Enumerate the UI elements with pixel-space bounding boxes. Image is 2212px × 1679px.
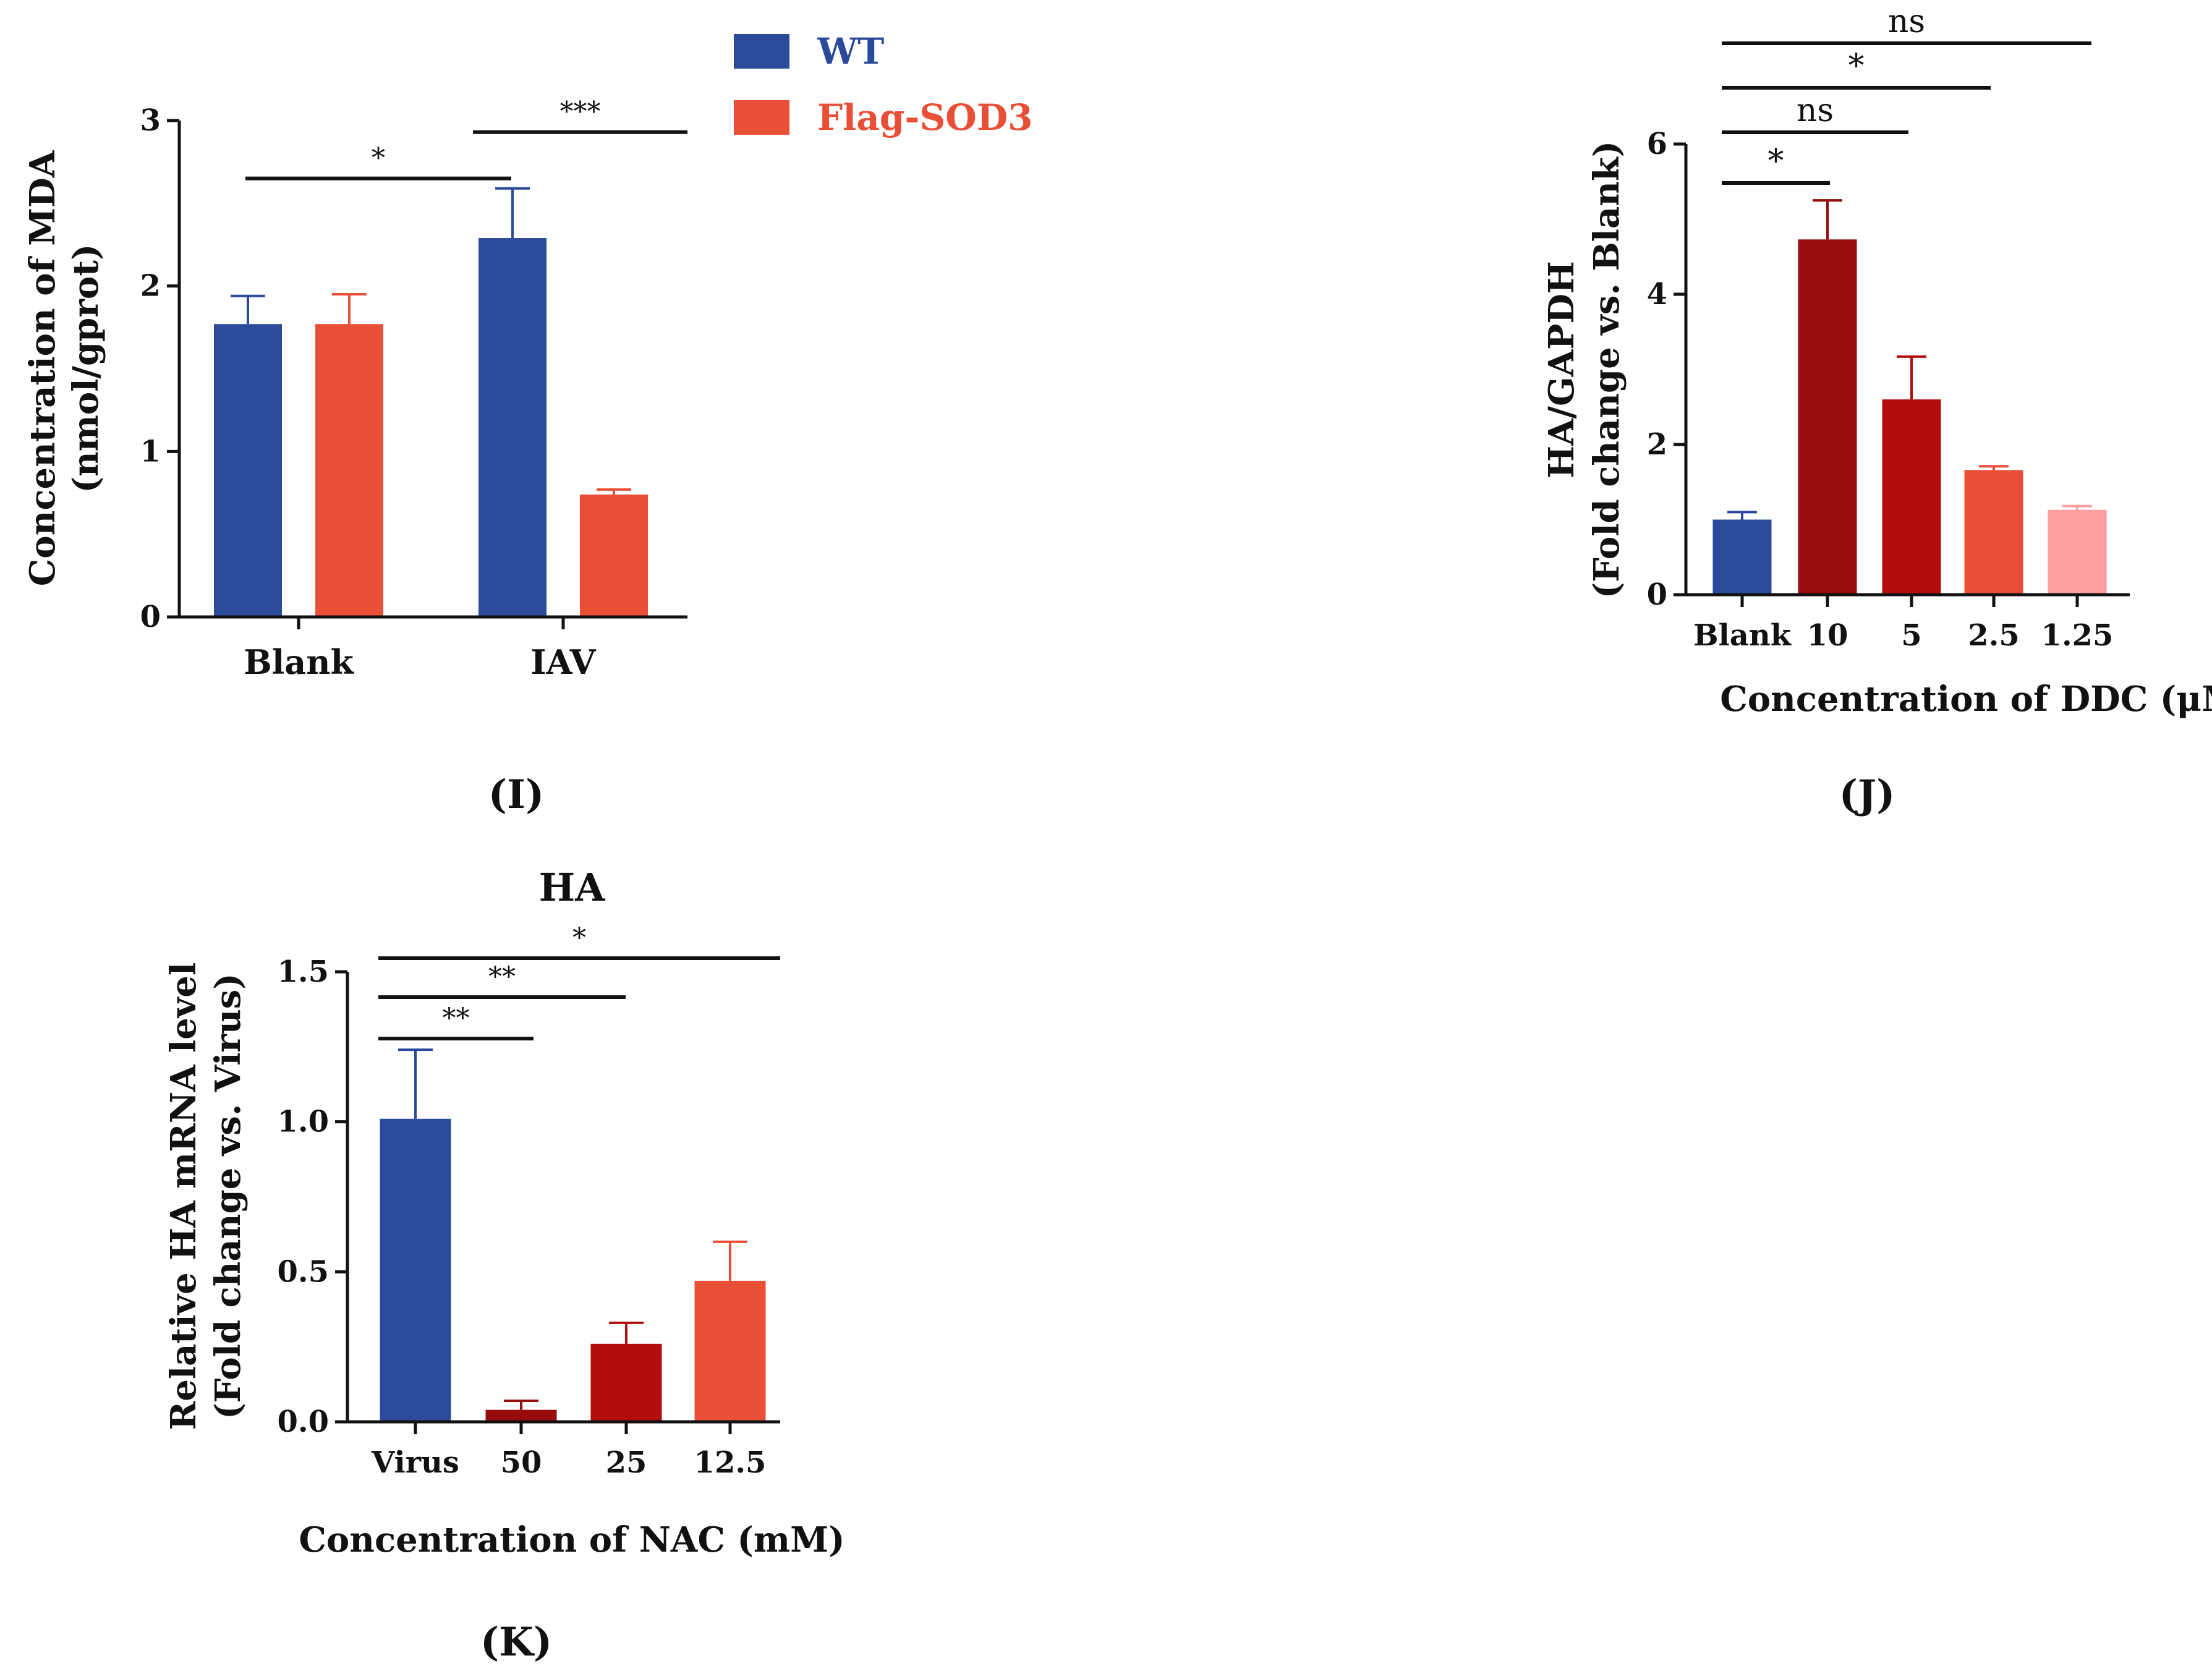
bar-ddc-5 [1882,399,1941,595]
panel-i-chart: 0 1 2 3 Concentration of MDA (nmol/gprot) Blan… [22,30,1032,818]
y-tick-label: 6 [1647,127,1667,161]
bar-nac-Virus [380,1118,451,1422]
y-tick-label: 0 [1647,577,1667,612]
y-tick-label: 2 [140,269,161,304]
y-axis-title: (Fold change vs. Virus) [208,973,249,1419]
y-axis-title: HA/GAPDH [1541,261,1582,478]
panel-label-i: (I) [488,771,545,818]
y-tick-label: 0 [140,600,161,634]
bar-nac-12.5 [694,1280,766,1422]
x-tick-label: Virus [371,1445,459,1480]
y-tick-label: 1 [140,434,161,469]
legend-label-wt: WT [817,30,884,72]
bar-ddc-10 [1798,239,1857,595]
x-tick-label: Blank [244,642,354,682]
bar-ddc-2.5 [1964,470,2023,595]
x-tick-label: 50 [501,1445,542,1480]
panel-j-chart: 0 2 4 6 HA/GAPDH (Fold change vs. Blank) Blank… [1541,3,2212,818]
x-tick-label: 12.5 [694,1445,767,1480]
legend-swatch-flag-sod3 [734,100,789,135]
x-tick-label: 2.5 [1968,618,2020,653]
chart-title: HA [539,865,606,910]
sig-i-2-label: *** [560,96,601,128]
y-axis-title: (Fold change vs. Blank) [1586,141,1627,599]
panel-label-j: (J) [1839,771,1895,818]
legend-swatch-wt [734,34,789,69]
sig-j-2-label: ns [1797,92,1834,129]
y-tick-label: 0.0 [277,1405,329,1439]
sig-i-1-label: * [372,143,385,174]
y-axis-title: Relative HA mRNA level [163,963,204,1430]
panel-label-k: (K) [480,1619,552,1665]
y-tick-label: 3 [140,103,161,138]
x-tick-label: IAV [530,642,596,682]
x-tick-label: 5 [1901,618,1921,653]
x-tick-label: 25 [606,1445,647,1480]
bar-wt-blank [214,324,282,617]
x-axis-title: Concentration of DDC (μM) [1720,679,2212,720]
bar-flag-sod3-blank [315,324,383,617]
sig-j-1-label: * [1768,143,1784,180]
y-tick-label: 0.5 [277,1254,329,1289]
y-axis-title: (nmol/gprot) [66,244,106,493]
bar-ddc-Blank [1712,519,1772,595]
bar-wt-iav [479,238,547,617]
y-tick-label: 1.0 [277,1105,329,1139]
sig-k-2-label: ** [488,961,516,993]
sig-j-4-label: ns [1888,3,1925,40]
legend-label-flag-sod3: Flag-SOD3 [817,96,1032,138]
y-tick-label: 4 [1647,277,1667,312]
y-tick-label: 2 [1647,427,1667,462]
x-tick-label: Blank [1693,618,1792,653]
sig-j-3-label: * [1848,48,1865,85]
sig-k-1-label: ** [443,1003,470,1034]
bar-nac-25 [590,1343,662,1422]
x-tick-label: 10 [1807,618,1848,653]
x-tick-label: 1.25 [2041,618,2114,653]
y-axis-title: Concentration of MDA [22,150,63,586]
x-axis-title: Concentration of NAC (mM) [299,1520,844,1560]
bar-nac-50 [485,1409,557,1422]
bar-ddc-1.25 [2048,509,2107,595]
y-tick-label: 1.5 [277,954,329,989]
bar-flag-sod3-iav [580,494,648,617]
sig-k-3-label: * [572,922,586,954]
panel-k-chart: 0.0 0.5 1.0 1.5 Relative HA mRNA level (Fold … [163,865,845,1665]
